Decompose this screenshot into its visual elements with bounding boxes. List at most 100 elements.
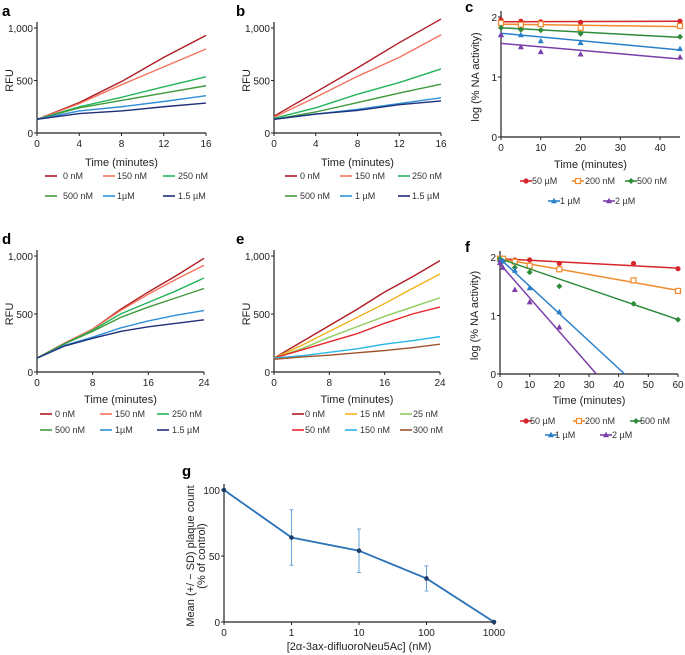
fit-line [500,42,681,60]
series-200nM [497,19,684,31]
data-point [289,535,294,540]
data-point [577,19,584,25]
x-tick-label: 8 [90,378,96,389]
series-2µM [497,259,597,375]
data-point [674,287,682,295]
panel-a: a 0 4 8 12 16 0 500 1,000 Time (minutes) RFU 0 nM 15… [2,3,212,201]
legend-item: 500 nM [630,416,670,426]
data-point [424,576,429,581]
data-point [517,31,524,38]
legend-label: 150 nM [115,409,145,419]
legend-item: 1 µM [548,196,580,206]
series-line [273,343,441,360]
y-tick-label: 2 [490,253,496,264]
x-tick-label: 16 [435,139,447,150]
legend-item: 1.5 µM [398,191,440,201]
legend-item: 250 nM [157,409,202,419]
legend-item: 1 µM [545,430,575,440]
legend-label: 50 µM [530,416,555,426]
x-tick-label: 4 [313,139,319,150]
series-2µM [498,31,683,60]
data-point [556,266,563,273]
series-500nM [36,287,205,359]
data-point [677,33,683,40]
x-tick-label: 20 [554,380,566,391]
y-tick-label: 500 [16,77,33,88]
y-tick-label: 0 [491,133,497,144]
y-axis-label: RFU [4,303,16,326]
series-0nM [273,260,441,359]
data-point [511,267,518,273]
series-line [273,260,441,359]
y-tick-label: 0 [264,129,270,140]
legend-item: 15 nM [345,409,385,419]
legend-label: 1 µM [555,430,575,440]
legend-marker [523,418,529,424]
legend-item: 500 nM [40,425,85,435]
x-tick-label: 0 [34,378,40,389]
panel-label: c [465,0,473,16]
series-1.5µM [36,102,207,121]
data-point [577,24,584,31]
data-point [527,257,533,263]
data-point [675,266,681,272]
legend-item: 200 nM [573,416,615,426]
x-tick-label: 30 [615,143,627,154]
legend-item: 500 nM [625,176,667,186]
y-tick-label: 100 [203,486,220,497]
y-tick-label: 1,000 [245,24,270,35]
data-point [499,257,506,264]
data-point [491,619,497,625]
data-point [497,19,505,27]
legend-item: 0 nM [40,409,75,419]
series-300nM [273,343,441,360]
legend-label: 15 nM [360,409,385,419]
x-axis-label: [2α-3ax-difluoroNeu5Ac] (nM) [287,641,432,653]
data-point [526,298,533,305]
series-1µM [498,31,683,52]
y-tick-label: 1,000 [8,24,33,35]
legend-item: 500 nM [285,191,330,201]
y-axis-label: RFU [241,303,253,326]
y-tick-label: 0 [490,370,496,381]
series-500nM [36,85,207,121]
x-tick-label: 1000 [483,628,506,639]
panel-label: f [465,239,471,256]
series-50nM [273,306,441,359]
data-point [497,259,503,266]
y-tick-label: 0 [214,618,220,629]
legend-item: 50 nM [292,425,330,435]
x-tick-label: 0 [497,380,503,391]
data-point [537,48,544,55]
series-150nM [273,34,442,118]
legend-item: 1.5 µM [157,425,200,435]
data-point [677,54,683,60]
series-line [273,83,442,121]
legend-marker [574,177,582,185]
y-axis-label: RFU [241,69,253,92]
legend-item: 25 nM [400,409,438,419]
data-point [577,51,584,57]
y-tick-label: 500 [253,77,270,88]
data-point [677,18,683,24]
legend-label: 1.5 µM [178,191,206,201]
series-0nM [36,257,205,359]
series-line [36,95,207,121]
x-tick-label: 10 [353,628,365,639]
data-point [677,45,683,52]
x-tick-label: 40 [613,380,625,391]
legend-marker [575,417,583,425]
x-axis-label: Time (minutes) [321,394,394,406]
legend-item: 200 nM [572,176,615,186]
legend-label: 25 nM [413,409,438,419]
data-point [356,548,362,554]
data-point [556,308,563,315]
series-200nM [496,255,682,295]
series-line [273,297,441,359]
legend-marker [548,431,554,438]
y-axis-label: log (% NA activity) [469,271,481,360]
legend-marker [628,178,634,184]
legend-item: 150 nM [100,409,145,419]
legend-label: 0 nM [300,171,320,181]
data-point [675,316,681,323]
